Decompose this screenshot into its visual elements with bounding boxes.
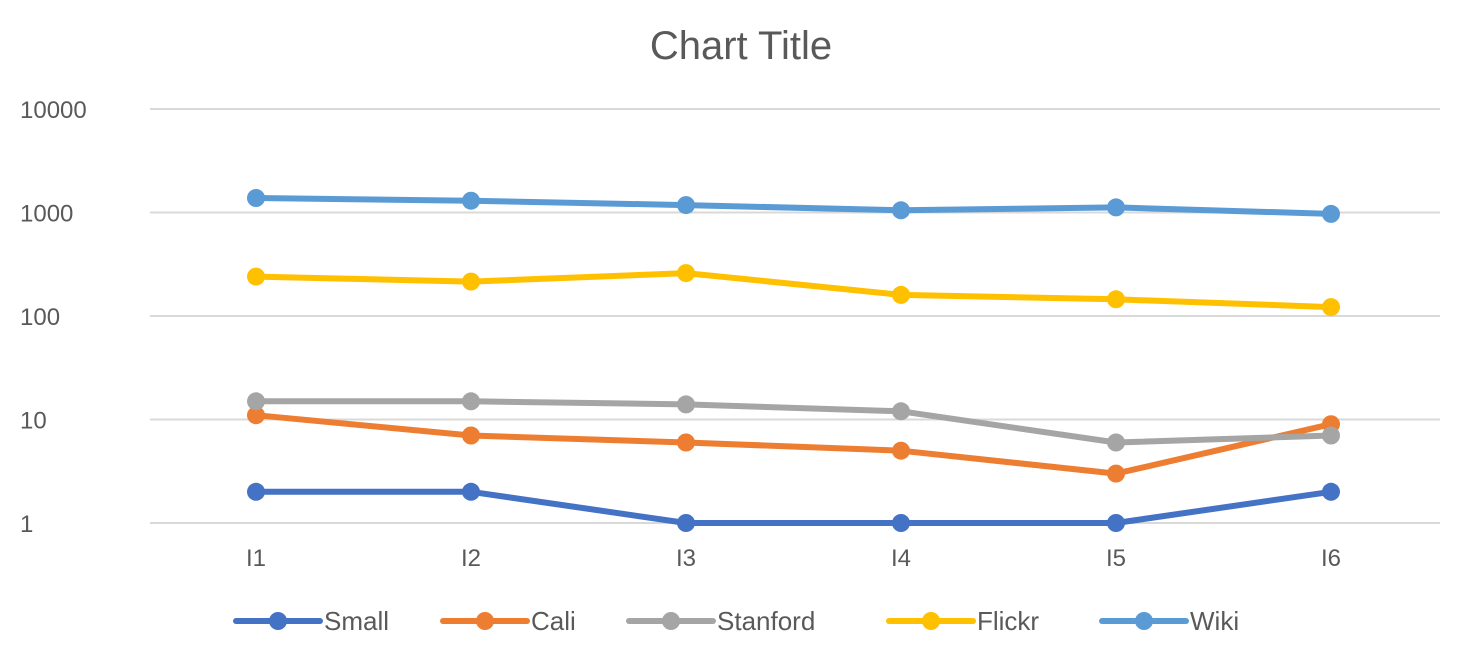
legend-item-small: Small — [233, 606, 389, 636]
data-point — [677, 196, 695, 215]
data-point — [677, 514, 695, 532]
series-line — [253, 398, 1334, 446]
data-point — [462, 392, 480, 411]
y-tick-label: 10000 — [20, 97, 87, 124]
series-line — [253, 270, 1334, 311]
data-point — [462, 191, 480, 210]
x-tick-label: I3 — [676, 545, 696, 572]
y-tick-label: 10 — [20, 408, 47, 435]
x-tick-label: I5 — [1106, 545, 1126, 572]
legend-swatch-marker — [269, 612, 287, 630]
data-point — [892, 514, 910, 532]
legend-label: Flickr — [977, 606, 1039, 636]
legend-label: Cali — [531, 606, 576, 636]
y-tick-label: 1000 — [20, 201, 73, 228]
data-point — [1107, 464, 1125, 483]
series-line — [253, 195, 1334, 217]
x-axis-tick-labels: I1 I2 I3 I4 I5 I6 — [246, 545, 1341, 572]
data-point — [677, 433, 695, 452]
data-point — [1322, 204, 1340, 223]
series-small — [247, 482, 1340, 532]
data-point — [462, 482, 480, 501]
legend-label: Wiki — [1190, 606, 1239, 636]
series-line — [253, 488, 1334, 526]
data-point — [1107, 433, 1125, 452]
legend: Small Cali Stanford Flickr Wiki — [233, 606, 1239, 636]
data-point — [1322, 482, 1340, 501]
legend-item-stanford: Stanford — [626, 606, 815, 636]
series-flickr — [247, 264, 1340, 317]
legend-item-flickr: Flickr — [886, 606, 1039, 636]
chart-title: Chart Title — [650, 24, 832, 68]
series-stanford — [247, 392, 1340, 452]
legend-label: Stanford — [717, 606, 815, 636]
series-lines — [247, 189, 1340, 532]
legend-swatch-marker — [922, 612, 940, 630]
legend-label: Small — [324, 606, 389, 636]
data-point — [247, 406, 265, 425]
legend-swatch-marker — [662, 612, 680, 630]
x-tick-label: I6 — [1321, 545, 1341, 572]
data-point — [247, 267, 265, 286]
series-line — [253, 412, 1334, 477]
gridlines — [150, 108, 1440, 524]
data-point — [1107, 514, 1125, 532]
data-point — [462, 426, 480, 445]
data-point — [1107, 198, 1125, 217]
x-tick-label: I1 — [246, 545, 266, 572]
data-point — [892, 441, 910, 460]
data-point — [462, 272, 480, 291]
data-point — [892, 285, 910, 304]
data-point — [247, 482, 265, 501]
legend-item-cali: Cali — [440, 606, 576, 636]
y-axis-tick-labels: 1 10 100 1000 10000 — [20, 97, 87, 538]
series-cali — [247, 406, 1340, 483]
data-point — [892, 201, 910, 220]
series-wiki — [247, 189, 1340, 223]
data-point — [1107, 290, 1125, 309]
data-point — [892, 402, 910, 421]
x-tick-label: I4 — [891, 545, 911, 572]
data-point — [677, 395, 695, 414]
data-point — [1322, 298, 1340, 317]
data-point — [247, 189, 265, 207]
data-point — [1322, 426, 1340, 445]
y-tick-label: 1 — [20, 511, 33, 538]
data-point — [247, 392, 265, 411]
y-tick-label: 100 — [20, 304, 60, 331]
legend-item-wiki: Wiki — [1099, 606, 1239, 636]
data-point — [677, 264, 695, 283]
legend-swatch-marker — [1135, 612, 1153, 630]
x-tick-label: I2 — [461, 545, 481, 572]
legend-swatch-marker — [476, 612, 494, 630]
